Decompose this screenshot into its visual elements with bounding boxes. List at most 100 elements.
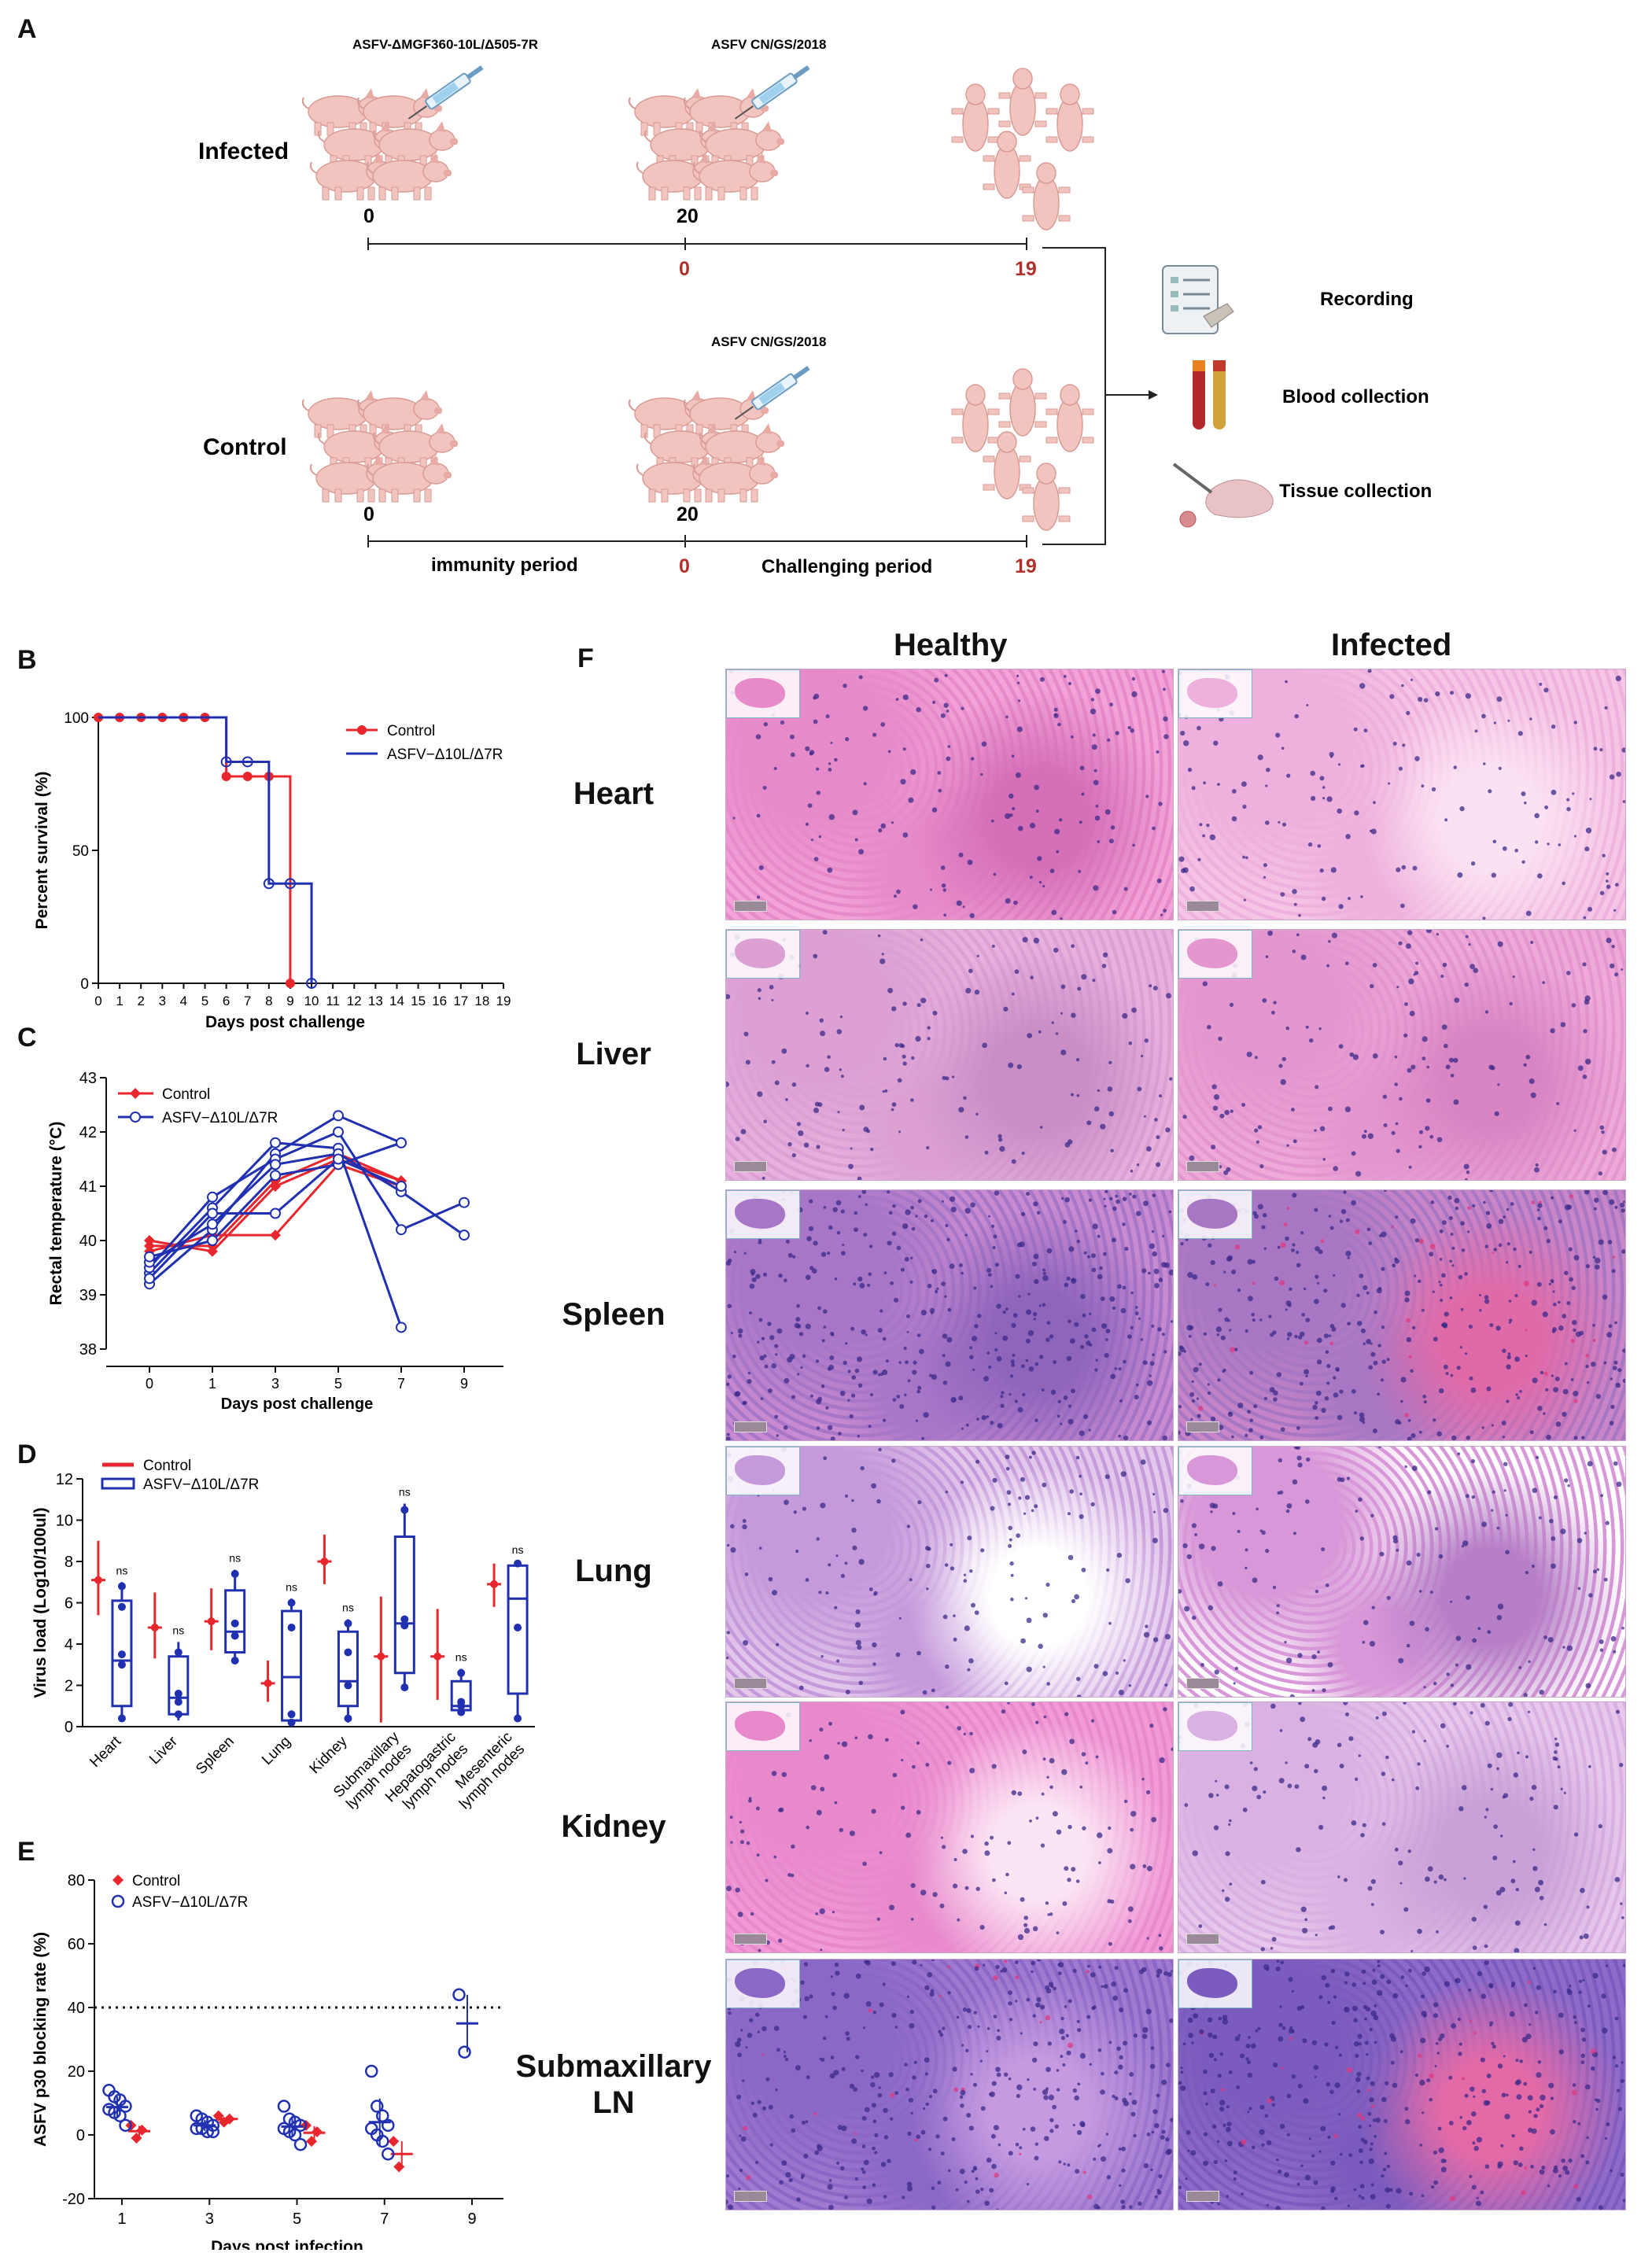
survival-marker [221, 772, 231, 782]
overview-thumbnail [1178, 1190, 1252, 1239]
treated-point [344, 1681, 352, 1690]
y-tick-label: 43 [79, 1070, 97, 1087]
x-tick-label: 3 [159, 994, 166, 1008]
x-tick-label: 0 [94, 994, 101, 1008]
panel-letter-d: D [17, 1440, 37, 1469]
y-tick-label: 2 [65, 1678, 73, 1695]
x-tick-label: 7 [397, 1376, 405, 1392]
overview-thumbnail [1178, 1702, 1252, 1751]
temp-line [148, 1130, 465, 1269]
y-tick-label: 12 [56, 1471, 73, 1488]
scale-bar [1186, 901, 1219, 912]
col-header-infected: Infected [1331, 628, 1452, 662]
control-point [490, 1580, 499, 1588]
infected-sub-micrograph [1178, 1959, 1626, 2210]
treated-point [458, 2045, 471, 2059]
nuclei-overlay [1182, 930, 1624, 1180]
x-tick-label: 0 [146, 1376, 153, 1392]
temp-marker [270, 1170, 281, 1182]
x-tick-label: 1 [208, 1376, 216, 1392]
healthy-lung-micrograph [725, 1446, 1174, 1698]
thumbnail-tissue [1187, 1455, 1237, 1485]
x-axis-title: Days post infection [211, 2238, 363, 2250]
overview-thumbnail [726, 669, 800, 718]
temp-marker [459, 1230, 470, 1241]
temp-marker [396, 1181, 407, 1192]
treated-point [230, 1619, 239, 1628]
infected-kidney-micrograph [1178, 1701, 1626, 1953]
organ-label-3: Lung [575, 1554, 652, 1588]
treated-point [457, 1708, 466, 1716]
y-tick-label: 0 [76, 2127, 85, 2144]
y-tick-label: 50 [72, 843, 89, 860]
scale-bar [1186, 1421, 1219, 1432]
survival-marker [306, 978, 318, 989]
control-point [433, 1652, 442, 1661]
treated-point [230, 1569, 239, 1578]
panel-letter-a: A [17, 14, 37, 44]
overview-thumbnail [726, 1960, 800, 2008]
scale-bar [1186, 1934, 1219, 1945]
treated-point [371, 2100, 384, 2113]
x-tick-label: 7 [244, 994, 251, 1008]
y-axis-title: Virus load (Log10/100ul) [31, 1507, 50, 1698]
treated-point [400, 1506, 409, 1514]
legend-marker-control [112, 1875, 124, 1886]
treated-point [117, 1602, 126, 1611]
healthy-liver-micrograph [725, 929, 1174, 1181]
thumbnail-tissue [1187, 1199, 1237, 1229]
treated-point [288, 2128, 302, 2142]
control-point [388, 2136, 400, 2148]
significance-label: ns [342, 1602, 354, 1614]
treated-box [393, 1536, 415, 1675]
treated-point [293, 2137, 308, 2151]
temp-marker [270, 1137, 281, 1148]
ctl-challenge-day19: 19 [1015, 555, 1037, 577]
organ-label-4: Kidney [561, 1809, 666, 1844]
x-tick-label: 13 [368, 994, 383, 1008]
y-tick-label: 40 [68, 2000, 85, 2017]
significance-label: ns [286, 1580, 297, 1593]
legend-label-control: Control [132, 1873, 180, 1889]
temp-line [149, 1152, 465, 1263]
p30-blocking-chart: -20 0 20 40 60 80 1 3 5 7 9 Days post infection ASFV… [31, 1872, 503, 2250]
temp-marker [207, 1207, 218, 1219]
infected-liver-micrograph [1178, 929, 1626, 1181]
legend-label-control: Control [162, 1086, 210, 1103]
thumbnail-tissue [1187, 1711, 1237, 1741]
syringe-vaccine [407, 65, 485, 120]
temp-marker [333, 1126, 344, 1137]
x-tick-label: 17 [453, 994, 468, 1008]
treated-point [365, 2064, 378, 2078]
treated-point [457, 1698, 466, 1706]
inf-day0: 0 [363, 205, 374, 227]
thumbnail-tissue [735, 1711, 785, 1741]
infected-heart-micrograph [1178, 669, 1626, 920]
vaccine-label: ASFV-ΔMGF360-10L/Δ505-7R [352, 37, 538, 52]
y-tick-label: 100 [64, 710, 89, 727]
blood-collection-label: Blood collection [1282, 386, 1429, 407]
treated-point [376, 2134, 389, 2148]
control-point [320, 1558, 329, 1565]
significance-label: ns [399, 1486, 411, 1499]
temp-marker [270, 1159, 281, 1171]
category-label: Kidney [307, 1733, 351, 1777]
overview-thumbnail [726, 1447, 800, 1495]
treated-point [174, 1648, 183, 1657]
control-point [223, 2113, 235, 2125]
y-tick-label: 8 [65, 1554, 73, 1571]
treated-point [287, 1710, 296, 1719]
survival-marker [263, 878, 275, 890]
treated-point [113, 2109, 127, 2122]
tissue-collection-label: Tissue collection [1279, 481, 1432, 502]
x-tick-label: 8 [265, 994, 272, 1008]
thumbnail-tissue [735, 678, 785, 708]
treated-point [117, 1661, 126, 1669]
treated-point [400, 1683, 409, 1692]
blood-tubes-icon [1193, 360, 1226, 430]
treated-point [119, 2118, 132, 2133]
panel-letter-f: F [577, 643, 594, 673]
control-point [94, 1576, 102, 1584]
organ-label-2: Spleen [562, 1297, 666, 1332]
